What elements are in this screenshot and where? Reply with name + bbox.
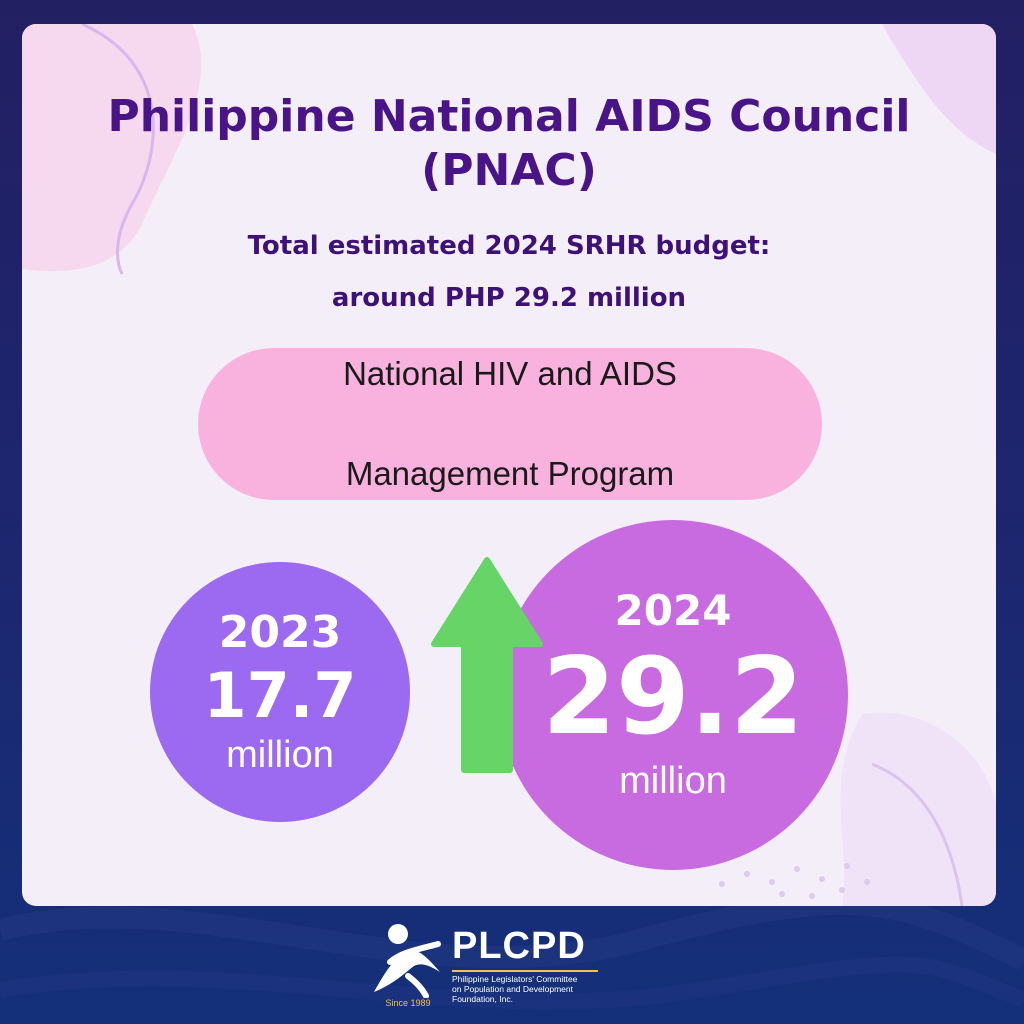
- budget-2024-amount: 29.2: [542, 635, 804, 758]
- logo-name: PLCPD: [452, 925, 586, 967]
- logo-divider: [452, 970, 598, 972]
- logo-since: Since 1989: [385, 998, 431, 1008]
- increase-arrow-icon: [431, 557, 543, 773]
- budget-2023-circle: 2023 17.7 million: [150, 562, 410, 822]
- program-line-2: Management Program: [345, 455, 675, 492]
- budget-2023-year: 2023: [218, 607, 342, 658]
- program-name: National HIV and AIDS Management Program: [260, 349, 760, 499]
- card-decoration: [22, 24, 996, 906]
- budget-2024-unit: million: [619, 760, 727, 802]
- budget-2023-amount: 17.7: [203, 659, 357, 732]
- subtitle-line-2: around PHP 29.2 million: [331, 283, 687, 313]
- plcpd-logo: Since 1989 PLCPD Philippine Legislators'…: [368, 922, 608, 1014]
- budget-2024-circle: 2024 29.2 million: [498, 520, 848, 870]
- program-line-1: National HIV and AIDS: [343, 355, 677, 392]
- subtitle-line-1: Total estimated 2024 SRHR budget:: [247, 231, 771, 261]
- logo-desc-line-2: on Population and Development: [452, 984, 573, 994]
- logo-desc-line-3: Foundation, Inc.: [452, 994, 513, 1004]
- title-line-1: Philippine National AIDS Council: [107, 91, 911, 142]
- running-figure-icon: [374, 924, 441, 998]
- title-line-2: (PNAC): [421, 145, 597, 196]
- logo-desc-line-1: Philippine Legislators' Committee: [452, 974, 578, 984]
- logo-description: Philippine Legislators' Committee on Pop…: [452, 974, 608, 1004]
- info-card: Philippine National AIDS Council (PNAC) …: [22, 24, 996, 906]
- program-label: National HIV and AIDS Management Program: [198, 348, 822, 500]
- budget-2023-unit: million: [226, 734, 334, 776]
- budget-summary: Total estimated 2024 SRHR budget: around…: [22, 220, 996, 324]
- page-title: Philippine National AIDS Council (PNAC): [22, 90, 996, 198]
- budget-2024-year: 2024: [614, 586, 732, 635]
